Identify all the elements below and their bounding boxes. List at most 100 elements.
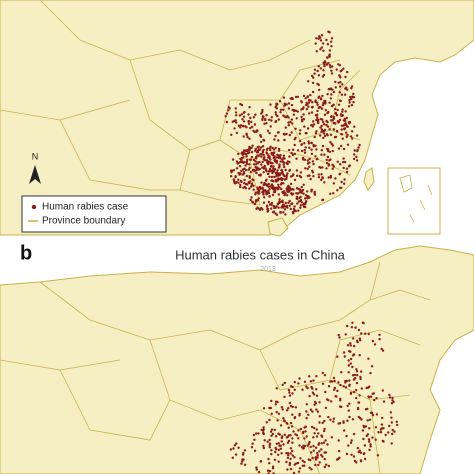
case-dot — [338, 186, 342, 189]
case-dot — [356, 340, 359, 344]
case-dot — [342, 166, 345, 170]
case-dot — [329, 141, 332, 144]
case-dot — [262, 446, 265, 450]
case-dot — [237, 181, 240, 184]
case-dot — [323, 113, 327, 117]
case-dot — [262, 201, 266, 204]
case-dot — [280, 452, 283, 455]
case-dot — [253, 202, 257, 206]
case-dot — [258, 160, 261, 164]
case-dot — [277, 201, 280, 205]
case-dot — [302, 113, 305, 116]
case-dot — [280, 440, 283, 443]
case-dot — [321, 198, 325, 201]
case-dot — [262, 166, 265, 169]
case-dot — [262, 444, 265, 448]
case-dot — [304, 203, 307, 206]
case-dot — [283, 190, 286, 193]
case-dot — [320, 153, 323, 156]
case-dot — [321, 94, 324, 98]
case-dot — [330, 436, 334, 439]
case-dot — [307, 458, 310, 461]
case-dot — [359, 459, 363, 462]
case-dot — [327, 385, 331, 388]
case-dot — [345, 167, 349, 170]
legend-label: Province boundary — [42, 216, 125, 227]
case-dot — [279, 108, 283, 112]
case-dot — [267, 191, 271, 195]
case-dot — [337, 449, 341, 453]
case-dot — [360, 418, 363, 421]
case-dot — [311, 101, 314, 104]
case-dot — [301, 107, 304, 111]
case-dot — [250, 182, 254, 185]
case-dot — [323, 153, 326, 156]
case-dot — [276, 177, 280, 180]
case-dot — [318, 35, 321, 38]
case-dot — [320, 453, 323, 457]
case-dot — [354, 389, 358, 392]
case-dot — [266, 162, 270, 165]
case-dot — [347, 364, 350, 367]
case-dot — [267, 154, 270, 157]
case-dot — [247, 122, 251, 125]
case-dot — [356, 407, 360, 411]
case-dot — [270, 153, 274, 156]
case-dot — [258, 148, 262, 151]
case-dot — [359, 451, 363, 454]
case-dot — [349, 441, 353, 444]
case-dot — [391, 396, 394, 400]
case-dot — [275, 102, 278, 105]
case-dot — [247, 120, 250, 123]
case-dot — [320, 173, 323, 176]
case-dot — [273, 159, 276, 162]
case-dot — [347, 105, 351, 108]
case-dot — [320, 435, 324, 438]
case-dot — [249, 198, 252, 202]
case-dot — [265, 122, 268, 125]
case-dot — [332, 192, 335, 195]
case-dot — [291, 449, 294, 453]
case-dot — [315, 37, 318, 40]
case-dot — [256, 161, 259, 164]
case-dot — [292, 113, 296, 116]
case-dot — [315, 118, 318, 122]
case-dot — [260, 112, 263, 115]
case-dot — [323, 429, 326, 433]
case-dot — [334, 177, 337, 180]
case-dot — [313, 426, 316, 430]
case-dot — [353, 373, 357, 377]
case-dot — [279, 157, 282, 160]
case-dot — [338, 91, 341, 94]
case-dot — [289, 447, 293, 450]
case-dot — [255, 466, 258, 469]
case-dot — [343, 93, 347, 96]
case-dot — [275, 104, 278, 107]
case-dot — [324, 102, 327, 105]
case-dot — [338, 405, 342, 408]
case-dot — [255, 207, 258, 210]
case-dot — [274, 212, 277, 215]
legend-box — [21, 195, 167, 233]
case-dot — [251, 201, 255, 204]
case-dot — [285, 175, 288, 179]
case-dot — [348, 98, 351, 102]
case-dot — [277, 206, 280, 209]
case-dot — [254, 147, 257, 151]
case-dot — [355, 381, 359, 385]
case-dot — [353, 149, 356, 152]
case-dot — [289, 404, 293, 408]
case-dot — [314, 42, 317, 45]
case-dot — [341, 137, 344, 140]
case-dot — [262, 407, 266, 410]
case-dot — [270, 116, 273, 119]
case-dot — [308, 157, 311, 161]
case-dot — [263, 196, 266, 199]
case-dot — [342, 147, 346, 151]
case-dot — [327, 176, 330, 179]
case-dot — [345, 452, 349, 456]
case-dot — [316, 120, 320, 123]
case-dot — [250, 146, 253, 150]
case-dot — [268, 175, 271, 178]
case-dot — [319, 48, 322, 51]
